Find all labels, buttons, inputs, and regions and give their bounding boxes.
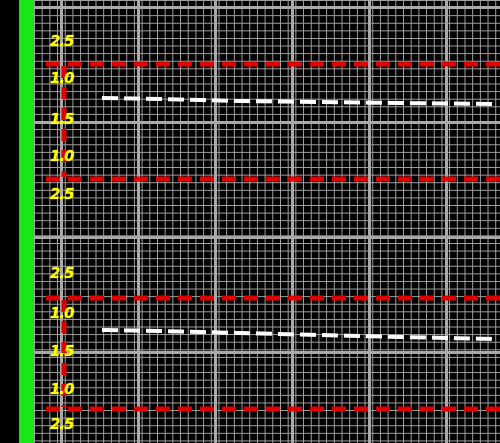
track-bottom-trace-line <box>101 328 497 341</box>
green-status-bar <box>19 0 34 443</box>
track-top-scale-label: 2.5 <box>50 185 75 203</box>
track-bottom-scale-label: 2.5 <box>50 415 75 433</box>
track-top-trace-line <box>101 96 497 106</box>
track-top-scale-label: 1.0 <box>50 69 75 87</box>
track-bottom-scale-label: 1.5 <box>50 342 75 360</box>
track-top-scale-label: 2.5 <box>50 32 75 50</box>
track-bottom-scale-label: 1.0 <box>50 304 75 322</box>
track-bottom-scale-label: 1.0 <box>50 380 75 398</box>
grid-background <box>34 0 500 443</box>
track-bottom-scale-label: 2.5 <box>50 264 75 282</box>
track-top-scale-label: 1.5 <box>50 110 75 128</box>
left-black-strip <box>0 0 19 443</box>
track-top-scale-label: 1.0 <box>50 147 75 165</box>
